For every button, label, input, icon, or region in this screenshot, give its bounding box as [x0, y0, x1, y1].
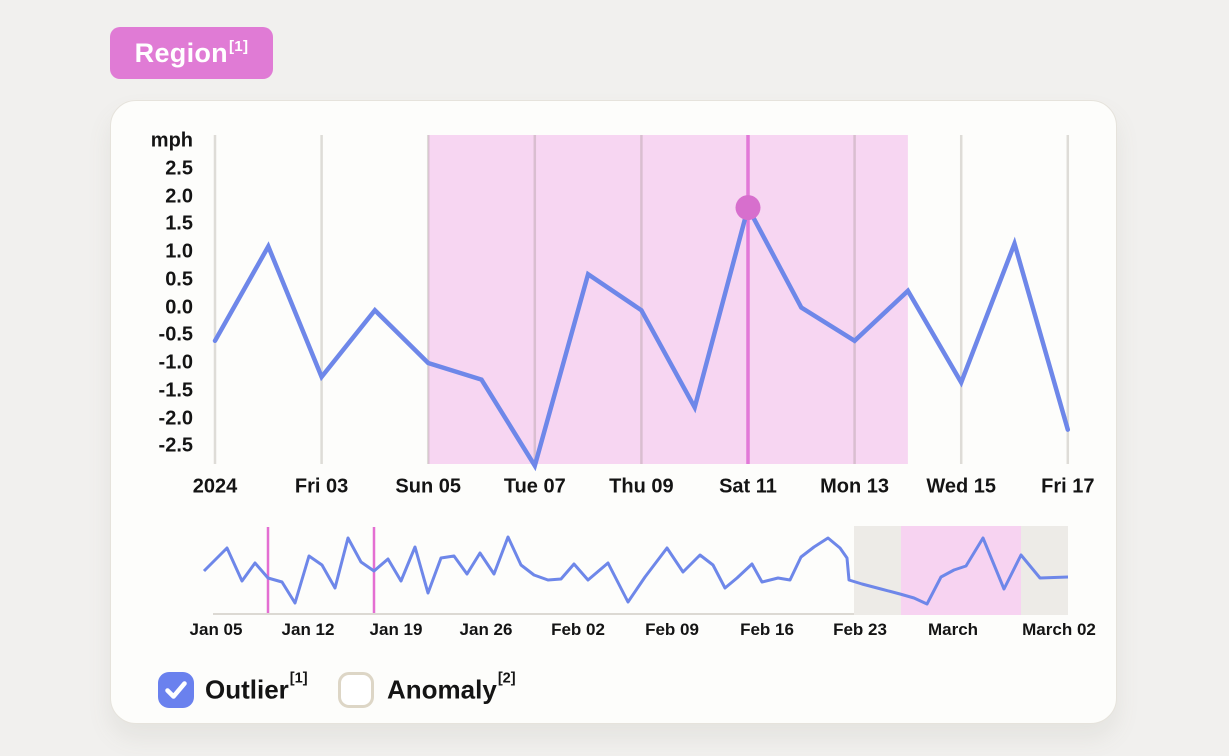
region-badge-label: Region [134, 37, 228, 68]
chart-card [110, 100, 1117, 724]
anomaly-superscript: [2] [497, 670, 516, 687]
region-badge-superscript: [1] [228, 37, 249, 55]
outlier-checkbox[interactable] [158, 672, 194, 708]
outlier-label-text: Outlier [205, 674, 289, 705]
checkmark-stroke [165, 681, 187, 699]
anomaly-label[interactable]: Anomaly[2] [387, 670, 516, 706]
outlier-superscript: [1] [289, 670, 308, 687]
outlier-label[interactable]: Outlier[1] [205, 670, 308, 706]
anomaly-checkbox[interactable] [338, 672, 374, 708]
region-badge[interactable]: Region [1] [110, 27, 273, 79]
anomaly-label-text: Anomaly [387, 674, 497, 705]
checkmark-icon [165, 681, 187, 699]
